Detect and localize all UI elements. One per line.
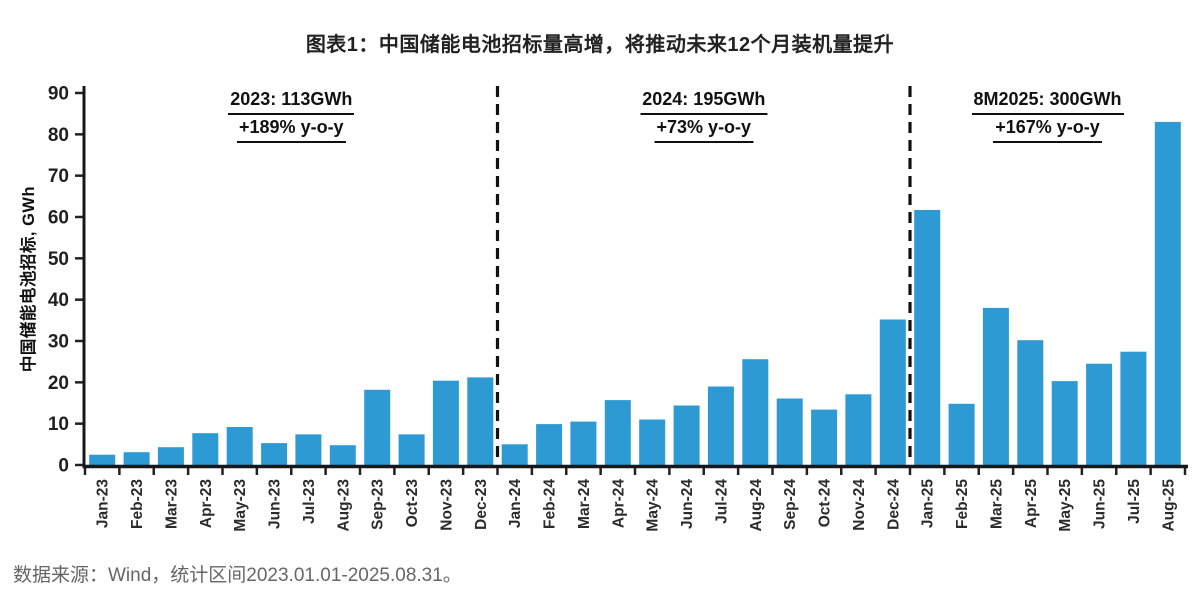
- bar-Aug-25: [1154, 121, 1181, 466]
- x-tick-label: Jun-24: [679, 479, 696, 529]
- y-tick-label: 80: [48, 125, 69, 146]
- bar-Mar-23: [157, 447, 184, 465]
- x-tick-label: Jan-23: [95, 479, 112, 528]
- x-tick-label: Dec-23: [473, 479, 490, 530]
- x-tick-label: Jul-23: [301, 479, 318, 524]
- bar-Jan-24: [501, 444, 528, 465]
- bar-May-23: [226, 427, 253, 465]
- x-tick-label: Mar-23: [163, 479, 180, 529]
- x-tick-label: Jun-25: [1092, 479, 1109, 529]
- chart-title: 图表1：中国储能电池招标量高增，将推动未来12个月装机量提升: [305, 34, 895, 56]
- x-tick-label: Mar-24: [576, 479, 593, 529]
- bar-Jul-24: [707, 386, 734, 465]
- annotation-row: +167% y-o-y: [971, 115, 1123, 143]
- bar-Oct-24: [811, 409, 838, 465]
- bar-Sep-24: [776, 398, 803, 465]
- bar-Jul-25: [1120, 351, 1147, 465]
- annotation-2024-yoy: +73% y-o-y: [654, 115, 754, 143]
- x-tick-label: Nov-23: [438, 479, 455, 531]
- annotation-2023-yoy: +189% y-o-y: [237, 115, 346, 143]
- x-tick-label: Feb-23: [129, 479, 146, 529]
- bar-Apr-24: [604, 400, 631, 465]
- x-tick-label: Sep-24: [782, 479, 799, 530]
- annotation-8m2025-yoy: +167% y-o-y: [993, 115, 1102, 143]
- annotation-2023-total: 2023: 113GWh: [228, 87, 355, 115]
- bar-Jun-25: [1086, 363, 1113, 465]
- x-tick-label: Jul-25: [1126, 479, 1143, 524]
- x-tick-label: Aug-24: [748, 479, 765, 532]
- y-tick-label: 70: [48, 166, 69, 187]
- bar-Aug-23: [329, 445, 356, 465]
- y-tick-label: 90: [48, 84, 69, 105]
- bar-May-24: [639, 419, 666, 465]
- bar-Dec-23: [467, 377, 494, 465]
- annotation-2024: 2024: 195GWh +73% y-o-y: [640, 87, 768, 143]
- bar-Mar-25: [982, 307, 1009, 465]
- bar-Jul-23: [295, 434, 322, 465]
- x-tick-label: Aug-25: [1160, 479, 1177, 532]
- bar-Jun-23: [261, 443, 288, 465]
- x-tick-label: Dec-24: [885, 479, 902, 530]
- bar-Nov-24: [845, 394, 872, 465]
- x-tick-label: Apr-25: [1023, 479, 1040, 528]
- x-tick-label: Oct-24: [817, 479, 834, 528]
- bar-Nov-23: [432, 380, 459, 465]
- annotation-2023: 2023: 113GWh +189% y-o-y: [228, 87, 355, 143]
- bar-Dec-24: [879, 319, 906, 465]
- x-tick-label: Mar-25: [988, 479, 1005, 529]
- bar-May-25: [1051, 381, 1078, 465]
- bar-Feb-24: [536, 424, 563, 465]
- x-tick-label: Apr-24: [610, 479, 627, 528]
- x-tick-label: Aug-23: [335, 479, 352, 532]
- bar-Aug-24: [742, 359, 769, 465]
- annotation-8m2025-total: 8M2025: 300GWh: [971, 87, 1124, 115]
- x-tick-label: Nov-24: [851, 479, 868, 531]
- y-tick-label: 50: [48, 249, 69, 270]
- y-tick-label: 40: [48, 290, 69, 311]
- y-tick-label: 60: [48, 208, 69, 229]
- x-tick-label: May-23: [232, 479, 249, 532]
- y-axis-title: 中国储能电池招标, GWh: [18, 186, 38, 372]
- x-tick-label: Feb-24: [542, 479, 559, 529]
- x-tick-label: May-25: [1057, 479, 1074, 532]
- bar-Apr-25: [1017, 340, 1044, 465]
- x-tick-label: Jun-23: [267, 479, 284, 529]
- annotation-row: +73% y-o-y: [640, 115, 767, 143]
- x-tick-label: Oct-23: [404, 479, 421, 528]
- bar-Oct-23: [398, 434, 425, 465]
- x-tick-label: Jan-25: [920, 479, 937, 528]
- annotation-row: +189% y-o-y: [228, 115, 354, 143]
- y-tick-label: 30: [48, 332, 69, 353]
- x-tick-label: Jan-24: [507, 479, 524, 528]
- bar-Feb-25: [948, 403, 975, 465]
- bar-Apr-23: [192, 433, 219, 465]
- x-tick-label: Apr-23: [198, 479, 215, 528]
- source-note: 数据来源：Wind，统计区间2023.01.01-2025.08.31。: [13, 565, 462, 586]
- x-tick-label: Sep-23: [370, 479, 387, 530]
- annotation-2024-total: 2024: 195GWh: [640, 87, 768, 115]
- annotation-row: 2023: 113GWh: [228, 87, 355, 115]
- bar-Feb-23: [123, 452, 150, 465]
- bar-Mar-24: [570, 421, 597, 465]
- x-tick-label: Feb-25: [954, 479, 971, 529]
- x-tick-label: Jul-24: [713, 479, 730, 524]
- x-tick-label: May-24: [645, 479, 662, 532]
- y-tick-label: 10: [48, 414, 69, 435]
- bar-Jun-24: [673, 405, 700, 465]
- annotation-row: 8M2025: 300GWh: [971, 87, 1124, 115]
- bar-Sep-23: [364, 389, 391, 465]
- annotation-8m2025: 8M2025: 300GWh +167% y-o-y: [971, 87, 1124, 143]
- bar-Jan-23: [89, 454, 116, 465]
- y-tick-label: 20: [48, 373, 69, 394]
- bar-Jan-25: [914, 210, 941, 465]
- y-tick-label: 0: [58, 456, 69, 477]
- annotation-row: 2024: 195GWh: [640, 87, 768, 115]
